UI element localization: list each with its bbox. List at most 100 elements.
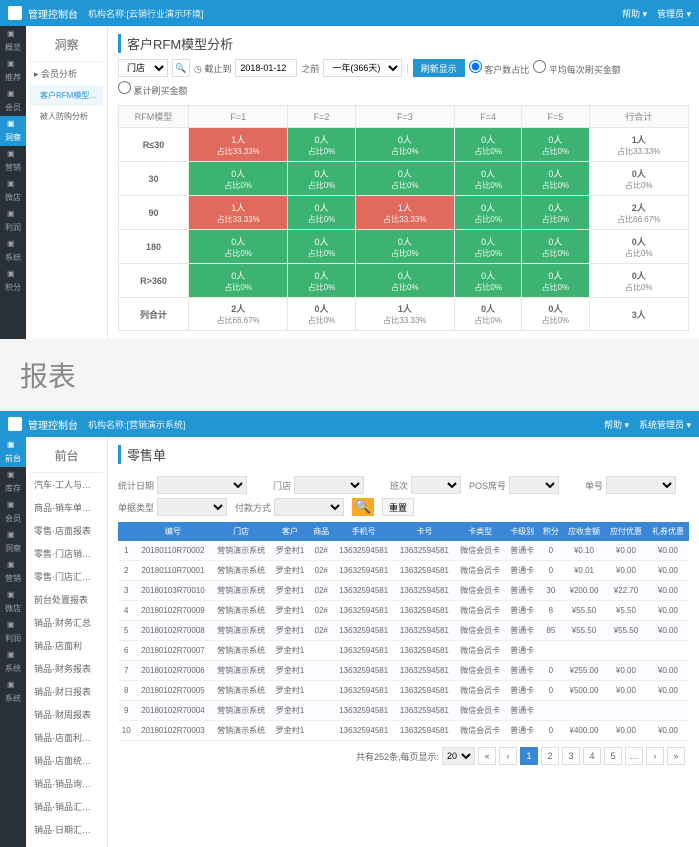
rfm-cell[interactable]: 0人占比0% — [189, 162, 288, 196]
table-row[interactable]: 1020180102R70003营销演示系统罗金村113632594581136… — [118, 721, 689, 741]
sidebar-item[interactable]: 零售·门店汇总报表 — [30, 565, 103, 588]
nav-洞察[interactable]: ▣洞察 — [0, 116, 26, 146]
table-col-header[interactable] — [118, 522, 134, 541]
filter-select[interactable] — [606, 476, 676, 494]
nav-营销[interactable]: ▣营销 — [0, 557, 26, 587]
filter-select[interactable] — [157, 498, 227, 516]
filter-select[interactable] — [274, 498, 344, 516]
nav-库存[interactable]: ▣库存 — [0, 467, 26, 497]
sidebar-item[interactable]: 销品·店面利 — [30, 634, 103, 657]
table-row[interactable]: 520180102R70008营销演示系统罗金村102#136325945811… — [118, 621, 689, 641]
nav-推荐[interactable]: ▣推荐 — [0, 56, 26, 86]
table-col-header[interactable]: 应收金额 — [563, 522, 605, 541]
sidebar-item[interactable]: 销品·店面利表表 — [30, 726, 103, 749]
table-row[interactable]: 920180102R70004营销演示系统罗金村1136325945811363… — [118, 701, 689, 721]
sidebar-item[interactable]: ▸ 会员分析 — [30, 62, 103, 85]
filter-select[interactable] — [157, 476, 247, 494]
rfm-cell[interactable]: 0人占比0% — [355, 230, 454, 264]
nav-系统[interactable]: ▣系统 — [0, 236, 26, 266]
metric-radio[interactable]: 累计刷买金额 — [118, 81, 188, 97]
table-col-header[interactable]: 门店 — [211, 522, 271, 541]
rfm-cell[interactable]: 0人占比0% — [288, 162, 355, 196]
table-row[interactable]: 720180102R70006营销演示系统罗金村1136325945811363… — [118, 661, 689, 681]
search-button[interactable]: 🔍 — [352, 498, 374, 516]
rfm-cell[interactable]: 1人占比33.33% — [355, 196, 454, 230]
refresh-button[interactable]: 刷新显示 — [413, 59, 465, 77]
metric-radio[interactable]: 客户数占比 — [469, 60, 530, 76]
rfm-cell[interactable]: 0人占比0% — [189, 264, 288, 298]
table-row[interactable]: 220180110R70001营销演示系统罗金村102#136325945811… — [118, 561, 689, 581]
nav-系统[interactable]: ▣系统 — [0, 647, 26, 677]
table-col-header[interactable]: 积分 — [539, 522, 563, 541]
nav-系统[interactable]: ▣系统 — [0, 677, 26, 707]
sidebar-item[interactable]: 零售·店面报表 — [30, 519, 103, 542]
nav-会员[interactable]: ▣会员 — [0, 86, 26, 116]
nav-前台[interactable]: ▣前台 — [0, 437, 26, 467]
sidebar-item[interactable]: 商品·销车单结算表 — [30, 496, 103, 519]
rfm-cell[interactable]: 0人占比0% — [288, 128, 355, 162]
rfm-cell[interactable]: 1人占比33.33% — [189, 196, 288, 230]
sidebar-item[interactable]: 销品·销品汇总报表 — [30, 795, 103, 818]
reset-button[interactable]: 重置 — [382, 498, 414, 516]
table-row[interactable]: 820180102R70005营销演示系统罗金村1136325945811363… — [118, 681, 689, 701]
table-row[interactable]: 320180103R70010营销演示系统罗金村102#136325945811… — [118, 581, 689, 601]
sidebar-item[interactable]: 前台处置报表 — [30, 588, 103, 611]
rfm-cell[interactable]: 0人占比0% — [455, 128, 522, 162]
sidebar-item[interactable]: 销品·财务报表 — [30, 657, 103, 680]
rfm-cell[interactable]: 0人占比0% — [522, 162, 589, 196]
table-col-header[interactable]: 手机号 — [333, 522, 394, 541]
table-col-header[interactable]: 卡号 — [394, 522, 455, 541]
sidebar-item[interactable]: 销品·财周报表 — [30, 703, 103, 726]
table-col-header[interactable]: 编号 — [134, 522, 211, 541]
table-col-header[interactable]: 客户 — [271, 522, 309, 541]
rfm-cell[interactable]: 1人占比33.33% — [189, 128, 288, 162]
date-input[interactable] — [235, 59, 297, 77]
rfm-cell[interactable]: 0人占比0% — [522, 128, 589, 162]
table-row[interactable]: 120180110R70002营销演示系统罗金村102#136325945811… — [118, 541, 689, 561]
sidebar-item[interactable]: 销品·财务汇总 — [30, 611, 103, 634]
rfm-cell[interactable]: 0人占比0% — [189, 230, 288, 264]
sidebar-item[interactable]: 销品·财日报表 — [30, 680, 103, 703]
search-icon[interactable]: 🔍 — [172, 59, 190, 77]
rfm-cell[interactable]: 0人占比0% — [355, 162, 454, 196]
table-row[interactable]: 420180102R70009营销演示系统罗金村102#136325945811… — [118, 601, 689, 621]
rfm-cell[interactable]: 0人占比0% — [288, 264, 355, 298]
nav-概览[interactable]: ▣概览 — [0, 26, 26, 56]
table-col-header[interactable]: 卡级别 — [506, 522, 539, 541]
span-select[interactable]: 一年(366天) — [323, 59, 402, 77]
nav-利润[interactable]: ▣利润 — [0, 206, 26, 236]
rfm-cell[interactable]: 0人占比0% — [355, 128, 454, 162]
nav-利润[interactable]: ▣利润 — [0, 617, 26, 647]
filter-select[interactable] — [411, 476, 461, 494]
table-col-header[interactable]: 商品 — [309, 522, 333, 541]
filter-select[interactable] — [294, 476, 364, 494]
nav-洞察[interactable]: ▣洞察 — [0, 527, 26, 557]
user-menu[interactable]: 管理员 ▾ — [657, 7, 691, 20]
sidebar-item[interactable]: 汽车·工人与业务员统计 > — [30, 473, 103, 496]
rfm-cell[interactable]: 0人占比0% — [522, 230, 589, 264]
sidebar-item[interactable]: 客户RFM模型分析 — [30, 85, 103, 106]
rfm-cell[interactable]: 0人占比0% — [455, 264, 522, 298]
table-col-header[interactable]: 卡类型 — [455, 522, 506, 541]
rfm-cell[interactable]: 0人占比0% — [355, 264, 454, 298]
rfm-cell[interactable]: 0人占比0% — [288, 196, 355, 230]
rfm-cell[interactable]: 0人占比0% — [522, 264, 589, 298]
nav-会员[interactable]: ▣会员 — [0, 497, 26, 527]
table-col-header[interactable]: 礼券优惠 — [647, 522, 689, 541]
help-menu[interactable]: 帮助 ▾ — [622, 7, 647, 20]
table-col-header[interactable]: 应付优惠 — [605, 522, 647, 541]
metric-radio[interactable]: 平均每次刷买金额 — [533, 60, 621, 76]
rfm-cell[interactable]: 0人占比0% — [522, 196, 589, 230]
rfm-cell[interactable]: 0人占比0% — [455, 162, 522, 196]
help-menu[interactable]: 帮助 ▾ — [604, 418, 629, 431]
user-menu[interactable]: 系统管理员 ▾ — [639, 418, 691, 431]
sidebar-item[interactable]: 零售·门店销量汇总报表 — [30, 542, 103, 565]
table-row[interactable]: 620180102R70007营销演示系统罗金村1136325945811363… — [118, 641, 689, 661]
nav-微店[interactable]: ▣微店 — [0, 587, 26, 617]
sidebar-item[interactable]: 销品·销品询表汇总报表 — [30, 772, 103, 795]
sidebar-item[interactable]: 销品·店面统计报表 — [30, 749, 103, 772]
nav-营销[interactable]: ▣营销 — [0, 146, 26, 176]
nav-微店[interactable]: ▣微店 — [0, 176, 26, 206]
nav-积分[interactable]: ▣积分 — [0, 266, 26, 296]
store-select[interactable]: 门店 — [118, 59, 168, 77]
